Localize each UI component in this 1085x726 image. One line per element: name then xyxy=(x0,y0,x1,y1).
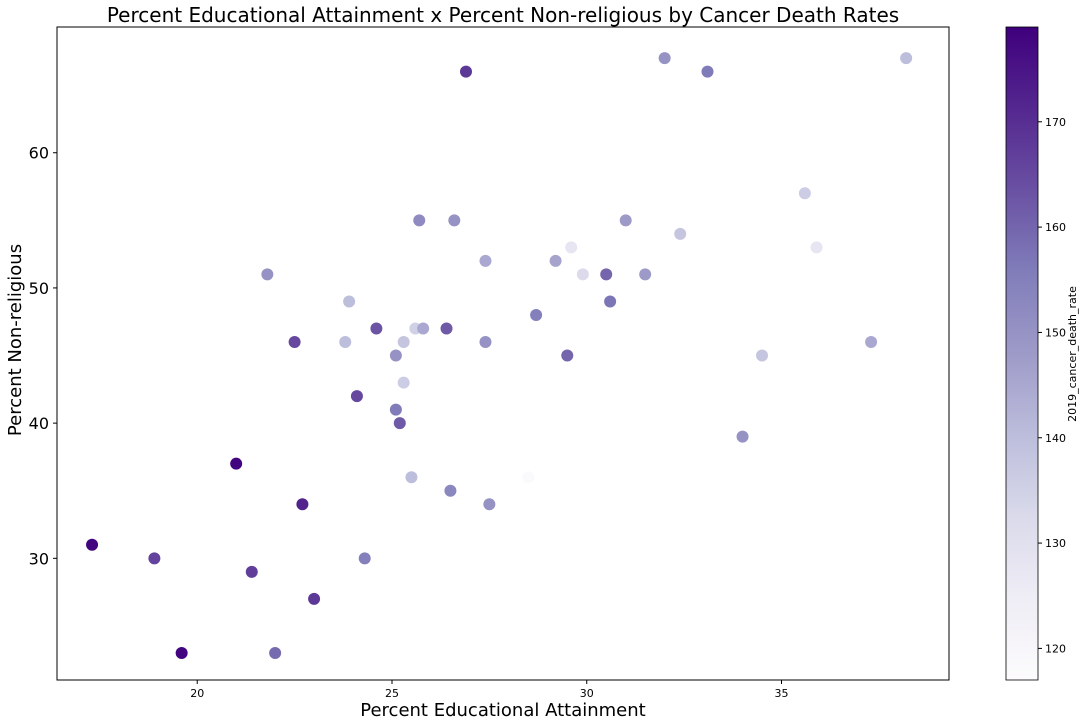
y-tick-label: 30 xyxy=(29,549,49,568)
data-point xyxy=(389,403,402,416)
data-point xyxy=(397,376,410,389)
colorbar xyxy=(1005,26,1039,681)
data-point xyxy=(148,552,161,565)
data-point xyxy=(389,349,402,362)
data-point xyxy=(261,268,274,281)
data-point xyxy=(413,214,426,227)
y-axis-ticks: 30 40 50 60 xyxy=(29,144,57,568)
data-point xyxy=(522,471,535,484)
data-point xyxy=(296,498,309,511)
data-point xyxy=(405,471,418,484)
data-point xyxy=(865,336,878,349)
data-point xyxy=(370,322,383,335)
colorbar-tick-label: 160 xyxy=(1045,221,1066,234)
data-point xyxy=(393,417,406,430)
data-point xyxy=(530,308,543,321)
chart-title: Percent Educational Attainment x Percent… xyxy=(107,3,899,27)
x-tick-label: 35 xyxy=(775,687,789,700)
data-point xyxy=(448,214,461,227)
x-tick-label: 25 xyxy=(385,687,399,700)
data-point xyxy=(658,52,671,65)
y-axis-label: Percent Non-religious xyxy=(5,244,26,436)
x-axis-ticks: 20 25 30 35 xyxy=(190,680,789,700)
colorbar-tick-label: 140 xyxy=(1045,432,1066,445)
data-point xyxy=(343,295,356,308)
data-point xyxy=(639,268,652,281)
y-tick-label: 50 xyxy=(29,279,49,298)
data-point xyxy=(288,336,301,349)
data-point xyxy=(358,552,371,565)
data-point xyxy=(701,65,714,78)
x-tick-label: 20 xyxy=(190,687,204,700)
data-point xyxy=(600,268,613,281)
y-tick-label: 60 xyxy=(29,144,49,163)
x-axis-label: Percent Educational Attainment xyxy=(360,700,645,721)
data-point xyxy=(549,254,562,267)
data-point xyxy=(604,295,617,308)
data-point xyxy=(417,322,430,335)
data-point xyxy=(576,268,589,281)
data-point xyxy=(479,254,492,267)
data-point xyxy=(565,241,578,254)
colorbar-tick-label: 170 xyxy=(1045,116,1066,129)
data-point xyxy=(900,52,913,65)
points-layer xyxy=(86,52,913,659)
data-point xyxy=(798,187,811,200)
data-point xyxy=(459,65,472,78)
data-point xyxy=(444,484,457,497)
data-point xyxy=(810,241,823,254)
data-point xyxy=(479,336,492,349)
data-point xyxy=(175,646,188,659)
data-point xyxy=(619,214,632,227)
data-point xyxy=(269,646,282,659)
data-point xyxy=(245,565,258,578)
y-tick-label: 40 xyxy=(29,414,49,433)
data-point xyxy=(339,336,352,349)
data-point xyxy=(350,390,363,403)
data-point xyxy=(230,457,243,470)
data-point xyxy=(86,538,99,551)
data-point xyxy=(397,336,410,349)
data-point xyxy=(308,592,321,605)
data-point xyxy=(440,322,453,335)
data-point xyxy=(561,349,574,362)
data-point xyxy=(483,498,496,511)
data-point xyxy=(674,227,687,240)
colorbar-tick-label: 120 xyxy=(1045,642,1066,655)
plot-area xyxy=(56,26,950,681)
colorbar-tick-label: 130 xyxy=(1045,537,1066,550)
colorbar-ticks: 120 130 140 150 160 170 xyxy=(1038,116,1066,655)
colorbar-tick-label: 150 xyxy=(1045,326,1066,339)
data-point xyxy=(756,349,769,362)
colorbar-label: 2019_cancer_death_rate xyxy=(1066,286,1079,422)
x-tick-label: 30 xyxy=(580,687,594,700)
data-point xyxy=(736,430,749,443)
